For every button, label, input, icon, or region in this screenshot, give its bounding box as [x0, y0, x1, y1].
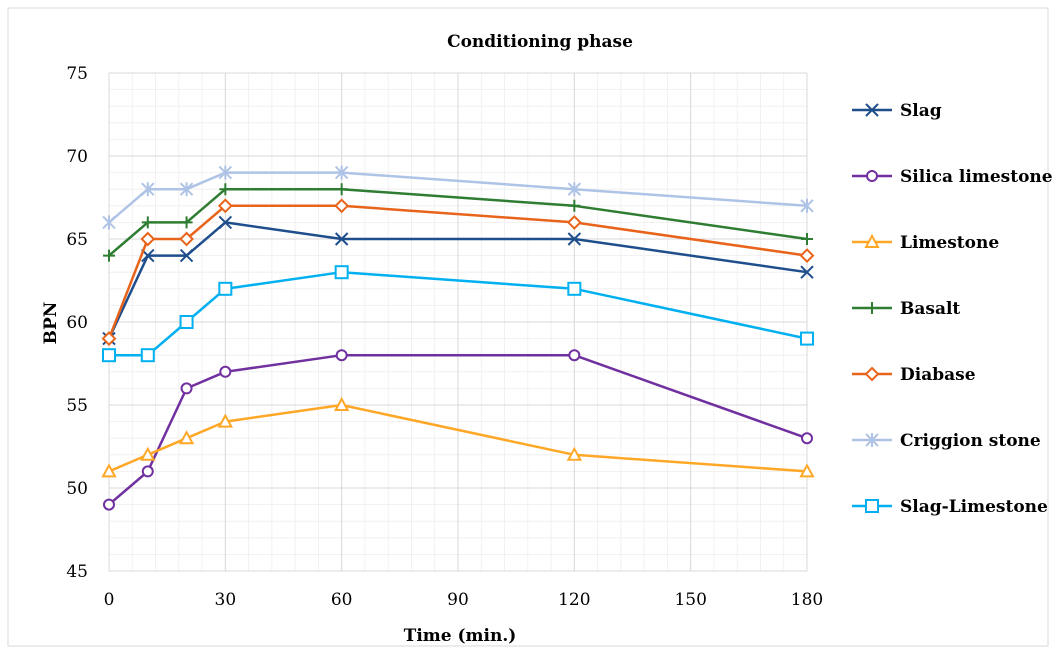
- x-tick-label: 90: [447, 590, 469, 610]
- data-point-x-marker: [218, 215, 233, 230]
- data-point-circle-marker: [568, 349, 581, 362]
- legend-plus-marker: [866, 302, 878, 314]
- legend-circle-marker: [866, 170, 878, 182]
- legend-item: Basalt: [852, 299, 960, 319]
- data-point-circle-marker: [335, 349, 348, 362]
- grid: [108, 72, 808, 572]
- data-point-plus-marker: [141, 216, 154, 229]
- legend: Slag Silica limestone Limestone Basalt Diaba…: [852, 101, 1053, 517]
- data-point-star-marker: [567, 182, 582, 197]
- data-point-plus-marker: [801, 233, 813, 245]
- y-tick-label: 55: [66, 396, 88, 416]
- y-tick-label: 60: [66, 313, 88, 333]
- legend-item: Diabase: [852, 365, 976, 385]
- legend-label: Limestone: [900, 233, 999, 253]
- series-slag-limestone: [102, 265, 814, 363]
- data-point-square-marker: [567, 281, 582, 296]
- data-point-diamond-marker: [799, 248, 815, 264]
- data-point-triangle-marker: [217, 413, 234, 428]
- series-silica-limestone: [103, 349, 813, 511]
- legend-item: Slag: [852, 101, 942, 121]
- y-tick-label: 50: [66, 479, 88, 499]
- data-point-triangle-marker: [799, 463, 815, 478]
- legend-label: Slag: [900, 101, 942, 121]
- axes: 0 30 60 90 120 150 180 45 50 55 60 65 70 75: [66, 64, 823, 610]
- data-point-diamond-marker: [334, 198, 350, 214]
- legend-item: Silica limestone: [852, 167, 1053, 187]
- data-point-circle-marker: [141, 465, 154, 478]
- x-tick-label: 180: [791, 590, 823, 610]
- data-point-triangle-marker: [333, 396, 350, 411]
- data-point-x-marker: [334, 232, 349, 246]
- data-point-diamond-marker: [179, 231, 194, 247]
- data-point-triangle-marker: [178, 430, 195, 445]
- y-tick-label: 75: [66, 64, 88, 84]
- data-point-x-marker: [179, 248, 194, 263]
- y-axis-title: BPN: [41, 302, 61, 345]
- series-limestone: [101, 396, 815, 478]
- data-point-triangle-marker: [140, 446, 156, 461]
- data-point-diamond-marker: [140, 231, 156, 247]
- data-point-diamond-marker: [566, 214, 582, 230]
- data-point-circle-marker: [801, 432, 813, 445]
- legend-square-marker: [865, 499, 879, 513]
- legend-item: Criggion stone: [852, 431, 1041, 451]
- series-slag: [102, 215, 814, 346]
- data-point-triangle-marker: [101, 463, 117, 478]
- data-point-square-marker: [102, 348, 116, 363]
- legend-triangle-marker: [864, 233, 880, 248]
- data-point-plus-marker: [219, 183, 232, 196]
- x-tick-label: 60: [331, 590, 353, 610]
- data-point-square-marker: [179, 315, 194, 329]
- legend-label: Criggion stone: [900, 431, 1041, 451]
- data-point-x-marker: [567, 232, 582, 246]
- data-point-circle-marker: [219, 365, 232, 378]
- x-tick-label: 0: [104, 590, 115, 610]
- data-point-plus-marker: [180, 216, 193, 229]
- legend-x-marker: [865, 103, 879, 117]
- series-basalt: [103, 183, 813, 262]
- chart-title: Conditioning phase: [447, 32, 633, 52]
- x-axis-title: Time (min.): [404, 626, 517, 646]
- data-point-star-marker: [800, 198, 814, 213]
- data-point-star-marker: [218, 165, 233, 180]
- data-point-star-marker: [179, 182, 194, 197]
- legend-diamond-marker: [864, 366, 880, 382]
- data-point-plus-marker: [335, 183, 348, 196]
- data-point-diamond-marker: [101, 331, 117, 347]
- data-point-square-marker: [334, 265, 349, 280]
- data-point-x-marker: [800, 265, 814, 279]
- legend-star-marker: [865, 433, 879, 447]
- data-point-star-marker: [102, 215, 116, 230]
- data-point-plus-marker: [568, 199, 581, 212]
- data-point-circle-marker: [180, 382, 193, 395]
- x-tick-label: 150: [674, 590, 706, 610]
- data-point-diamond-marker: [217, 198, 233, 214]
- data-point-square-marker: [800, 331, 814, 346]
- data-point-star-marker: [141, 182, 155, 197]
- legend-label: Diabase: [900, 365, 976, 385]
- legend-label: Slag-Limestone: [900, 497, 1048, 517]
- series-group: [101, 165, 815, 511]
- data-point-star-marker: [334, 165, 349, 180]
- y-tick-label: 65: [66, 230, 88, 250]
- y-tick-label: 70: [66, 147, 88, 167]
- series-criggion-stone: [102, 165, 814, 230]
- series-diabase: [101, 198, 815, 347]
- x-tick-label: 120: [558, 590, 590, 610]
- data-point-plus-marker: [103, 249, 115, 262]
- legend-item: Slag-Limestone: [852, 497, 1048, 517]
- data-point-square-marker: [140, 348, 155, 363]
- data-point-triangle-marker: [566, 446, 583, 461]
- data-point-circle-marker: [103, 498, 115, 511]
- y-tick-label: 45: [66, 562, 88, 582]
- data-point-square-marker: [218, 281, 233, 296]
- legend-item: Limestone: [852, 233, 999, 253]
- legend-label: Silica limestone: [900, 167, 1053, 187]
- x-tick-label: 30: [215, 590, 237, 610]
- legend-label: Basalt: [900, 299, 960, 319]
